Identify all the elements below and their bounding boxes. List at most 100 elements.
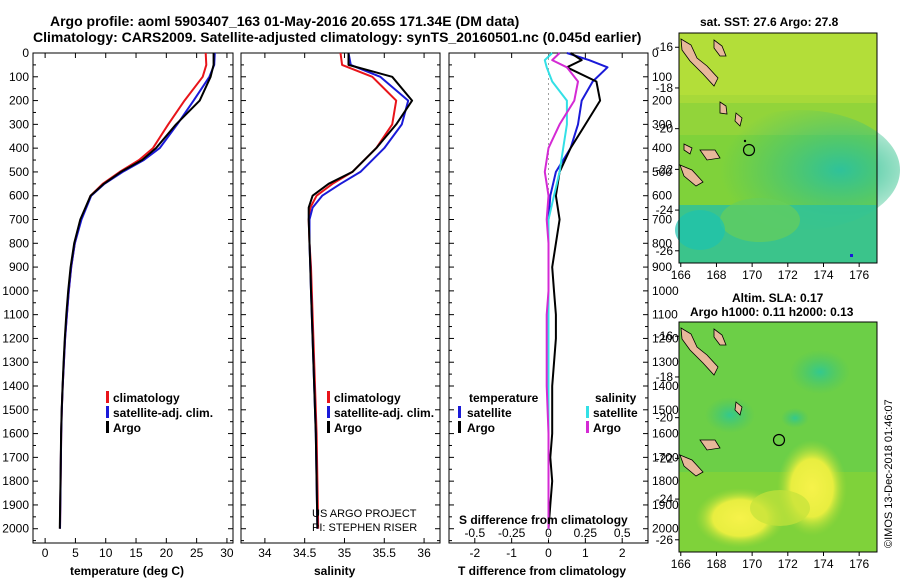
- sst-float-marker: [742, 143, 756, 157]
- legend-title-temperature: temperature: [469, 391, 539, 405]
- lat-tick-label: -26: [656, 533, 674, 547]
- depth-tick-label: 1400: [2, 379, 29, 393]
- t-difference-axis-label: T difference from climatology: [458, 564, 626, 578]
- sst-map-title: sat. SST: 27.6 Argo: 27.8: [700, 15, 839, 29]
- series-line-argo: [547, 52, 602, 529]
- x-tick-label: 0: [42, 546, 49, 560]
- s-difference-label: S difference from climatology: [459, 513, 628, 527]
- legend-label-satellite: satellite-adj. clim.: [113, 406, 213, 420]
- lines-layer: [58, 52, 609, 529]
- lon-tick-label: 174: [813, 268, 833, 282]
- depth-tick-label: 0: [22, 46, 29, 60]
- diff-depth-tick-label: 0: [652, 46, 659, 60]
- depth-tick-label: 500: [9, 165, 29, 179]
- legend-swatch-s-satellite: [586, 406, 589, 418]
- credit-pi: PI: STEPHEN RISER: [312, 522, 417, 534]
- salinity-axis-label: salinity: [314, 564, 356, 578]
- depth-tick-label: 400: [9, 141, 29, 155]
- depth-tick-label: 700: [9, 213, 29, 227]
- depth-tick-label: 1100: [3, 308, 29, 322]
- x-tick-label: 20: [160, 546, 174, 560]
- sla-map: [678, 321, 878, 553]
- x-tick-label: 5: [72, 546, 79, 560]
- legend-swatch-t-satellite: [458, 406, 461, 418]
- legend-label-satellite-s: satellite-adj. clim.: [334, 406, 434, 420]
- diff-depth-tick-label: 700: [652, 213, 672, 227]
- lon-tick-label: 176: [849, 557, 869, 571]
- x-tick-label: 30: [220, 546, 234, 560]
- temperature-plot-frame: [32, 52, 234, 544]
- depth-tick-label: 1900: [2, 498, 29, 512]
- depth-tick-label: 600: [9, 189, 29, 203]
- lon-tick-label: 174: [813, 557, 833, 571]
- diff-depth-tick-label: 800: [652, 236, 672, 250]
- diff-depth-tick-label: 1600: [652, 427, 679, 441]
- diff-depth-tick-label: 2000: [652, 522, 679, 536]
- lon-tick-label: 176: [849, 268, 869, 282]
- s-diff-tick-label: 0.5: [614, 526, 631, 540]
- depth-tick-label: 1000: [2, 284, 29, 298]
- s-diff-tick-label: -0.5: [464, 526, 485, 540]
- depth-tick-label: 900: [9, 260, 29, 274]
- sla-map-title-line1: Altim. SLA: 0.17: [732, 291, 824, 305]
- diff-depth-tick-label: 600: [652, 189, 672, 203]
- diff-depth-tick-label: 1100: [652, 308, 678, 322]
- diff-depth-tick-label: 100: [652, 70, 672, 84]
- legend-label-t-argo: Argo: [467, 421, 495, 435]
- sla-map-title-line2: Argo h1000: 0.11 h2000: 0.13: [690, 305, 854, 319]
- x-tick-label: 36: [417, 546, 431, 560]
- lat-tick-label: -22: [656, 451, 674, 465]
- lat-tick-label: -24: [656, 492, 674, 506]
- sla-float-marker: [772, 433, 786, 447]
- legend-label-s-argo: Argo: [593, 421, 621, 435]
- diff-depth-tick-label: 1800: [652, 474, 679, 488]
- imos-watermark: ©IMOS 13-Dec-2018 01:46:07: [883, 399, 895, 548]
- lat-tick-label: -16: [656, 40, 674, 54]
- lat-tick-label: -18: [656, 81, 674, 95]
- lon-tick-label: 168: [706, 268, 726, 282]
- depth-tick-label: 1700: [2, 450, 29, 464]
- sst-map-ticks: -16 -18 -20 -22 -24 -26 166 168 170 172 174 176: [656, 40, 870, 282]
- x-tick-label: 35.5: [373, 546, 397, 560]
- depth-tick-label: 200: [9, 94, 29, 108]
- legend-label-argo-s: Argo: [334, 421, 362, 435]
- temperature-axis-label: temperature (deg C): [70, 564, 184, 578]
- diff-depth-tick-label: 400: [652, 141, 672, 155]
- lon-tick-label: 166: [671, 268, 691, 282]
- lat-tick-label: -20: [656, 411, 674, 425]
- lat-tick-label: -18: [656, 370, 674, 384]
- diff-depth-tick-label: 900: [652, 260, 672, 274]
- lat-tick-label: -26: [656, 244, 674, 258]
- diff-depth-tick-label: 1700: [652, 450, 679, 464]
- legend-swatch-climatology-s: [327, 391, 330, 403]
- series-line-satellite-adj-clim-: [59, 52, 216, 529]
- lon-tick-label: 170: [742, 557, 762, 571]
- series-line-climatology: [59, 52, 208, 529]
- depth-tick-label: 1800: [2, 474, 29, 488]
- depth-tick-label: 2000: [2, 522, 29, 536]
- x-tick-label: 25: [190, 546, 204, 560]
- depth-tick-label: 300: [9, 117, 29, 131]
- legend-swatch-s-argo: [586, 421, 589, 433]
- depth-tick-label: 100: [9, 70, 29, 84]
- depth-tick-label: 800: [9, 236, 29, 250]
- diff-depth-tick-label: 200: [652, 94, 672, 108]
- legend-swatch-climatology: [106, 391, 109, 403]
- axes-layer: 0100200300400500600700800900100011001200…: [2, 46, 679, 560]
- legend-label-climatology-s: climatology: [334, 391, 401, 405]
- legend-title-salinity: salinity: [595, 391, 637, 405]
- legend-label-t-satellite: satellite: [467, 406, 512, 420]
- lon-tick-label: 172: [778, 557, 798, 571]
- lon-tick-label: 168: [706, 557, 726, 571]
- diff-depth-tick-label: 1900: [652, 498, 679, 512]
- diff-depth-tick-label: 1000: [652, 284, 679, 298]
- legend-label-s-satellite: satellite: [593, 406, 638, 420]
- lat-tick-label: -20: [656, 122, 674, 136]
- x-tick-label: 10: [99, 546, 113, 560]
- x-tick-label: 35: [338, 546, 352, 560]
- legend-label-argo: Argo: [113, 421, 141, 435]
- salinity-legend: climatology satellite-adj. clim. Argo: [327, 391, 434, 435]
- series-line-argo: [58, 53, 215, 529]
- x-tick-label: 0: [545, 546, 552, 560]
- lat-tick-label: -22: [656, 162, 674, 176]
